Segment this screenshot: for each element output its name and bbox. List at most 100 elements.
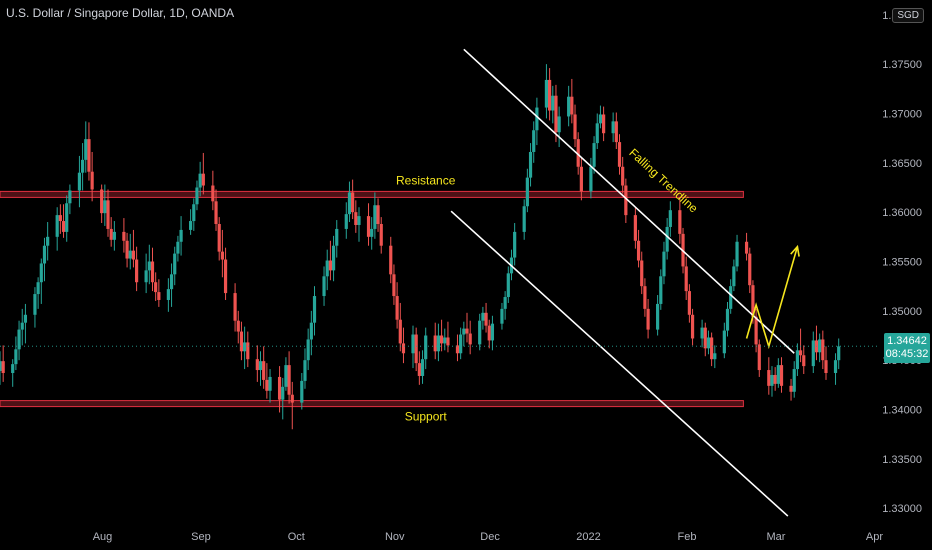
candle-body: [528, 151, 533, 178]
candle-body: [389, 245, 393, 275]
candle-body: [757, 344, 761, 371]
candle-body: [662, 251, 666, 277]
last-price-tag: 1.34642 08:45:32: [884, 333, 930, 363]
candle-body: [395, 296, 399, 320]
time-tick-label: Feb: [678, 531, 697, 543]
candle-body: [818, 339, 822, 353]
candle-body: [347, 192, 352, 215]
candle-body: [798, 350, 803, 356]
candle-body: [729, 286, 733, 309]
zone-label-resistance: Resistance: [396, 173, 456, 187]
candle-body: [268, 376, 272, 391]
candle-body: [214, 201, 218, 225]
time-tick-label: Apr: [866, 531, 883, 543]
candle-body: [211, 185, 215, 202]
candle-body: [106, 200, 110, 229]
candle-body: [665, 226, 669, 252]
candle-body: [398, 319, 402, 344]
candle-body: [598, 114, 603, 124]
candle-body: [1, 361, 5, 374]
candle-body: [414, 334, 418, 364]
candle-body: [379, 224, 383, 246]
candle-body: [373, 205, 377, 229]
candle-body: [751, 285, 755, 317]
candle-body: [633, 215, 637, 241]
time-tick-label: Mar: [767, 531, 786, 543]
candle-body: [281, 386, 285, 400]
time-tick-label: Nov: [385, 531, 405, 543]
candle-body: [109, 228, 113, 240]
candle-body: [570, 96, 574, 115]
candle-body: [312, 296, 317, 323]
candle-body: [61, 221, 66, 232]
candle-body: [617, 142, 622, 167]
candle-body: [77, 172, 82, 191]
candle-body: [14, 349, 18, 365]
candle-body: [84, 139, 88, 160]
candle-body: [687, 291, 691, 315]
candle-body: [770, 374, 774, 386]
candle-body: [551, 95, 555, 111]
candle-body: [420, 359, 425, 376]
candle-body: [262, 361, 266, 380]
candle-body: [668, 210, 672, 227]
candle-body: [344, 214, 348, 229]
candle-body: [802, 355, 806, 367]
candle-body: [46, 236, 50, 246]
candle-body: [65, 203, 69, 232]
candle-body: [125, 240, 129, 259]
candle-body: [462, 328, 466, 335]
candle-body: [290, 394, 294, 403]
candle-body: [557, 116, 561, 133]
falling-trendline: [463, 48, 795, 354]
candle-body: [544, 79, 549, 108]
candle-body: [39, 263, 43, 283]
zone-label-support: Support: [405, 410, 448, 424]
candle-body: [773, 374, 777, 384]
candle-body: [198, 173, 202, 188]
price-tick-label: 1.37500: [882, 59, 922, 71]
candle-body: [592, 143, 596, 167]
candle-body: [122, 231, 126, 241]
candle-body: [135, 259, 139, 283]
candle-body: [55, 215, 59, 237]
candle-body: [789, 385, 793, 392]
candle-body: [90, 171, 94, 190]
candle-body: [754, 316, 758, 345]
price-tick-label: 1.33000: [882, 503, 922, 515]
projection-arrowhead: [790, 244, 800, 257]
candle-body: [656, 303, 660, 330]
candle-body: [503, 297, 507, 309]
candle-body: [732, 266, 736, 287]
candle-body: [532, 130, 536, 152]
candle-body: [779, 365, 784, 386]
candle-body: [481, 312, 485, 321]
candle-body: [535, 107, 539, 131]
time-tick-label: 2022: [576, 531, 600, 543]
candle-body: [179, 229, 183, 242]
candle-body: [767, 370, 771, 386]
candle-body: [223, 259, 228, 294]
candle-body: [189, 221, 193, 230]
candle-body: [576, 139, 580, 167]
candle-body: [258, 361, 263, 371]
candle-body: [500, 308, 504, 324]
projection-arrow: [745, 244, 800, 350]
candlestick-series: [0, 64, 841, 430]
candle-body: [357, 216, 361, 225]
chart-title: U.S. Dollar / Singapore Dollar, 1D, OAND…: [6, 6, 235, 20]
currency-badge[interactable]: SGD: [892, 8, 924, 23]
price-tick-label: 1.37000: [882, 108, 922, 120]
candle-body: [300, 380, 304, 403]
price-tick-label: 1.35500: [882, 257, 922, 269]
candle-body: [265, 379, 269, 391]
candle-body: [20, 322, 24, 330]
candle-body: [217, 224, 221, 252]
candle-body: [433, 335, 437, 352]
candle-body: [611, 121, 615, 134]
candle-body: [614, 121, 618, 143]
time-axis[interactable]: Aug Sep Oct Nov Dec 2022 Feb Mar Apr: [93, 531, 884, 543]
candle-body: [468, 333, 472, 345]
candle-body: [795, 350, 800, 370]
